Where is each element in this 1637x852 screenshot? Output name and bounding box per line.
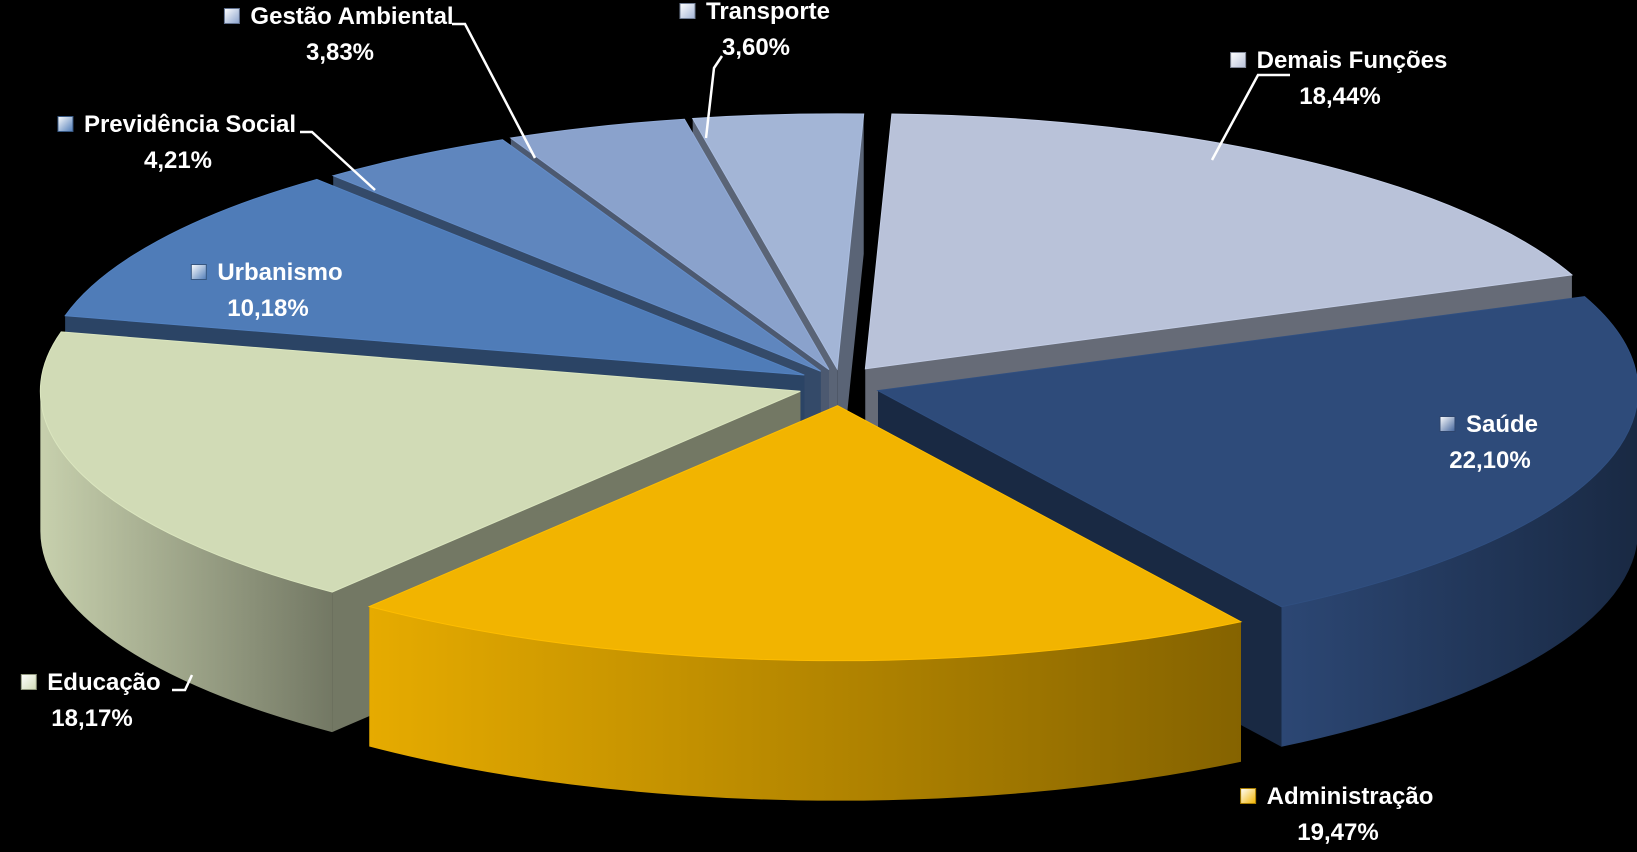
slice-labels: Demais Funções 18,44% Saúde 22,10% Administr… (20, 0, 1538, 846)
slice-rim-2 (369, 606, 1241, 801)
legend-key-marker (57, 116, 74, 132)
slice-percent-label: 3,83% (306, 39, 374, 66)
slice-rim-1 (1281, 403, 1637, 747)
slice-label-0: Demais Funções 18,44% (1210, 47, 1448, 161)
slice-percent-label: 3,60% (722, 34, 790, 61)
slice-top-6 (509, 118, 830, 370)
slice-percent-label: 22,10% (1449, 447, 1530, 474)
slice-label-4: Urbanismo 10,18% (190, 259, 343, 322)
leader-line-7 (704, 55, 724, 139)
legend-key-marker (190, 264, 207, 280)
slice-name-label: Administração (1267, 783, 1434, 810)
slice-top-0 (864, 113, 1574, 370)
slice-tops (39, 113, 1637, 662)
leader-line-3 (172, 674, 194, 692)
slice-name-label: Demais Funções (1257, 47, 1448, 74)
slice-top-5 (331, 139, 822, 372)
legend-key-marker (223, 8, 240, 24)
slice-top-1 (876, 296, 1637, 608)
slice-percent-label: 10,18% (227, 295, 308, 322)
slice-top-7 (691, 113, 865, 371)
slice-name-label: Transporte (706, 0, 830, 25)
slice-percent-label: 4,21% (144, 147, 212, 174)
slice-percent-label: 19,47% (1297, 819, 1378, 846)
legend-key-marker (679, 3, 696, 19)
leader-line-0 (1210, 73, 1290, 161)
slice-label-2: Administração 19,47% (1240, 783, 1434, 846)
slice-label-6: Gestão Ambiental 3,83% (223, 3, 537, 159)
slice-name-label: Saúde (1466, 411, 1538, 438)
slice-label-5: Previdência Social 4,21% (57, 111, 376, 191)
slice-name-label: Gestão Ambiental (250, 3, 453, 30)
legend-key-marker (1230, 52, 1247, 68)
slice-top-2 (367, 405, 1243, 662)
legend-key-marker (1439, 416, 1456, 432)
slice-name-label: Urbanismo (217, 259, 342, 286)
slice-name-label: Previdência Social (84, 111, 296, 138)
slice-label-1: Saúde 22,10% (1439, 411, 1538, 474)
slice-rim-3 (40, 391, 333, 733)
slice-name-label: Educação (47, 669, 160, 696)
legend-key-marker (20, 674, 37, 690)
leader-line-5 (300, 130, 376, 191)
legend-key-marker (1240, 788, 1257, 804)
slice-percent-label: 18,44% (1299, 83, 1380, 110)
slice-top-3 (39, 331, 801, 593)
slice-top-4 (64, 178, 805, 376)
slice-label-7: Transporte 3,60% (679, 0, 830, 139)
slice-label-3: Educação 18,17% (20, 669, 194, 732)
slice-percent-label: 18,17% (51, 705, 132, 732)
leader-line-6 (452, 22, 537, 159)
